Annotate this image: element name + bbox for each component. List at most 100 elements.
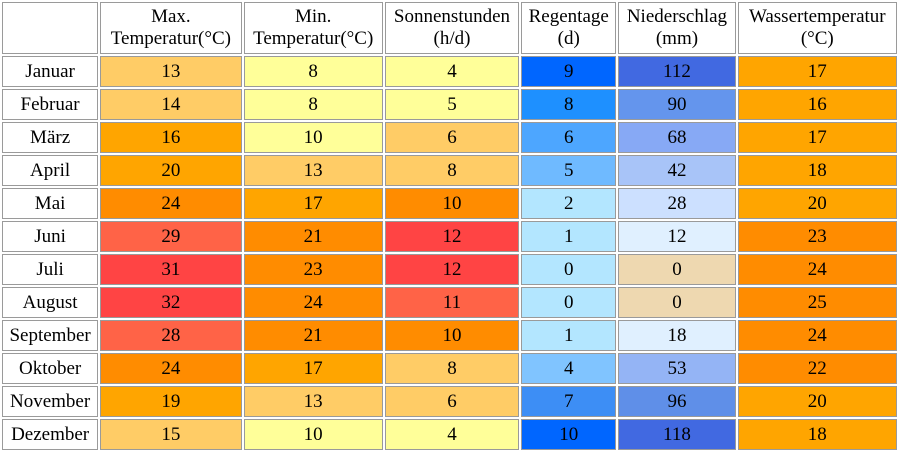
sunshine-cell: 6 xyxy=(384,122,520,153)
min-temp-cell: 13 xyxy=(243,155,383,186)
water-temp-cell: 20 xyxy=(737,188,897,219)
min-temp-cell: 8 xyxy=(243,89,383,120)
table-row: November 19 13 6 7 96 20 xyxy=(2,386,897,417)
water-temp-cell: 20 xyxy=(737,386,897,417)
precipitation-cell: 68 xyxy=(618,122,736,153)
rain-days-cell: 1 xyxy=(521,320,617,351)
corner-cell xyxy=(2,2,99,54)
header-unit: (mm) xyxy=(655,28,699,49)
sunshine-cell: 4 xyxy=(384,419,520,450)
water-temp-cell: 23 xyxy=(737,221,897,252)
min-temp-cell: 23 xyxy=(243,254,383,285)
rain-days-cell: 9 xyxy=(521,56,617,87)
header-unit: Temperatur(°C) xyxy=(253,28,374,49)
water-temp-cell: 22 xyxy=(737,353,897,384)
precipitation-cell: 118 xyxy=(618,419,736,450)
water-temp-cell: 24 xyxy=(737,254,897,285)
month-label: Oktober xyxy=(2,353,99,384)
header-rain-days: Regentage (d) xyxy=(521,2,617,54)
table-row: März 16 10 6 6 68 17 xyxy=(2,122,897,153)
header-sunshine: Sonnenstunden (h/d) xyxy=(384,2,520,54)
sunshine-cell: 11 xyxy=(384,287,520,318)
max-temp-cell: 32 xyxy=(100,287,242,318)
water-temp-cell: 24 xyxy=(737,320,897,351)
table-row: September 28 21 10 1 18 24 xyxy=(2,320,897,351)
rain-days-cell: 4 xyxy=(521,353,617,384)
min-temp-cell: 21 xyxy=(243,221,383,252)
header-label: Sonnenstunden xyxy=(393,6,511,27)
sunshine-cell: 12 xyxy=(384,221,520,252)
header-precipitation: Niederschlag (mm) xyxy=(618,2,736,54)
min-temp-cell: 13 xyxy=(243,386,383,417)
max-temp-cell: 13 xyxy=(100,56,242,87)
header-label: Regentage xyxy=(528,6,609,27)
rain-days-cell: 5 xyxy=(521,155,617,186)
precipitation-cell: 0 xyxy=(618,254,736,285)
rain-days-cell: 1 xyxy=(521,221,617,252)
max-temp-cell: 19 xyxy=(100,386,242,417)
table-row: August 32 24 11 0 0 25 xyxy=(2,287,897,318)
month-label: November xyxy=(2,386,99,417)
header-label: Min. xyxy=(294,6,332,27)
table-row: Mai 24 17 10 2 28 20 xyxy=(2,188,897,219)
header-unit: (d) xyxy=(557,28,580,49)
min-temp-cell: 8 xyxy=(243,56,383,87)
month-label: März xyxy=(2,122,99,153)
rain-days-cell: 0 xyxy=(521,287,617,318)
month-label: August xyxy=(2,287,99,318)
month-label: Juni xyxy=(2,221,99,252)
max-temp-cell: 31 xyxy=(100,254,242,285)
header-water-temp: Wassertemperatur (°C) xyxy=(737,2,897,54)
min-temp-cell: 17 xyxy=(243,353,383,384)
table-row: Dezember 15 10 4 10 118 18 xyxy=(2,419,897,450)
max-temp-cell: 28 xyxy=(100,320,242,351)
max-temp-cell: 14 xyxy=(100,89,242,120)
max-temp-cell: 15 xyxy=(100,419,242,450)
table-row: Februar 14 8 5 8 90 16 xyxy=(2,89,897,120)
max-temp-cell: 29 xyxy=(100,221,242,252)
min-temp-cell: 10 xyxy=(243,419,383,450)
rain-days-cell: 10 xyxy=(521,419,617,450)
precipitation-cell: 53 xyxy=(618,353,736,384)
precipitation-cell: 42 xyxy=(618,155,736,186)
month-label: April xyxy=(2,155,99,186)
header-unit: Temperatur(°C) xyxy=(110,28,231,49)
min-temp-cell: 21 xyxy=(243,320,383,351)
sunshine-cell: 5 xyxy=(384,89,520,120)
month-label: Dezember xyxy=(2,419,99,450)
precipitation-cell: 18 xyxy=(618,320,736,351)
rain-days-cell: 2 xyxy=(521,188,617,219)
month-label: Mai xyxy=(2,188,99,219)
sunshine-cell: 6 xyxy=(384,386,520,417)
max-temp-cell: 16 xyxy=(100,122,242,153)
table-row: April 20 13 8 5 42 18 xyxy=(2,155,897,186)
rain-days-cell: 6 xyxy=(521,122,617,153)
max-temp-cell: 24 xyxy=(100,188,242,219)
table-body: Januar 13 8 4 9 112 17 Februar 14 8 5 8 90 16 März 16 10… xyxy=(2,56,897,450)
table-row: Juli 31 23 12 0 0 24 xyxy=(2,254,897,285)
month-label: Februar xyxy=(2,89,99,120)
header-min-temp: Min. Temperatur(°C) xyxy=(243,2,383,54)
month-label: Januar xyxy=(2,56,99,87)
header-max-temp: Max. Temperatur(°C) xyxy=(100,2,242,54)
sunshine-cell: 4 xyxy=(384,56,520,87)
precipitation-cell: 112 xyxy=(618,56,736,87)
table-row: Januar 13 8 4 9 112 17 xyxy=(2,56,897,87)
water-temp-cell: 16 xyxy=(737,89,897,120)
max-temp-cell: 20 xyxy=(100,155,242,186)
min-temp-cell: 24 xyxy=(243,287,383,318)
precipitation-cell: 0 xyxy=(618,287,736,318)
precipitation-cell: 28 xyxy=(618,188,736,219)
rain-days-cell: 7 xyxy=(521,386,617,417)
water-temp-cell: 18 xyxy=(737,155,897,186)
water-temp-cell: 17 xyxy=(737,122,897,153)
table-row: Juni 29 21 12 1 12 23 xyxy=(2,221,897,252)
header-label: Wassertemperatur xyxy=(748,6,886,27)
header-label: Max. xyxy=(151,6,191,27)
sunshine-cell: 8 xyxy=(384,155,520,186)
rain-days-cell: 8 xyxy=(521,89,617,120)
month-label: September xyxy=(2,320,99,351)
water-temp-cell: 18 xyxy=(737,419,897,450)
sunshine-cell: 10 xyxy=(384,188,520,219)
